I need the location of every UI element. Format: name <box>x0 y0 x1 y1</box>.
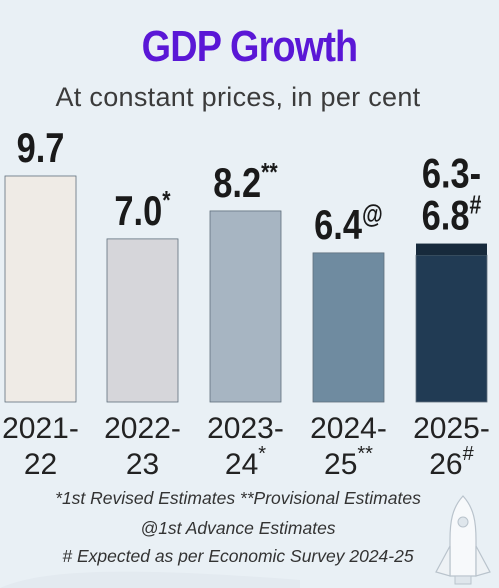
category-label-2024-25: 2024-25** <box>310 412 387 481</box>
bar-2024-25 <box>312 252 385 403</box>
moon-surface-icon <box>0 571 300 588</box>
space-shuttle-icon <box>435 495 491 585</box>
category-label-2022-23: 2022-23 <box>104 412 181 481</box>
chart-title: GDP Growth <box>141 22 359 71</box>
category-label-2025-26: 2025-26# <box>413 412 490 481</box>
footnote-advance-estimates: @1st Advance Estimates <box>140 518 336 538</box>
value-label-2023-24: 8.2** <box>213 158 278 207</box>
footnote-economic-survey: # Expected as per Economic Survey 2024-2… <box>62 546 414 566</box>
value-label-2025-26: 6.3-6.8# <box>422 150 482 239</box>
bar-2021-22 <box>4 175 77 403</box>
value-label-2022-23: 7.0* <box>114 186 171 235</box>
chart-subtitle: At constant prices, in per cent <box>55 82 421 112</box>
bar-range-2025-26 <box>416 243 487 256</box>
category-label-2021-22: 2021-22 <box>2 412 79 481</box>
bar-2022-23 <box>106 238 179 403</box>
category-label-2023-24: 2023-24* <box>207 412 284 481</box>
bar-2023-24 <box>209 210 282 403</box>
footnote-estimates: *1st Revised Estimates **Provisional Est… <box>55 488 421 508</box>
value-label-2024-25: 6.4@ <box>314 200 383 249</box>
bar-2025-26 <box>415 254 488 403</box>
value-label-2021-22: 9.7 <box>17 125 65 172</box>
